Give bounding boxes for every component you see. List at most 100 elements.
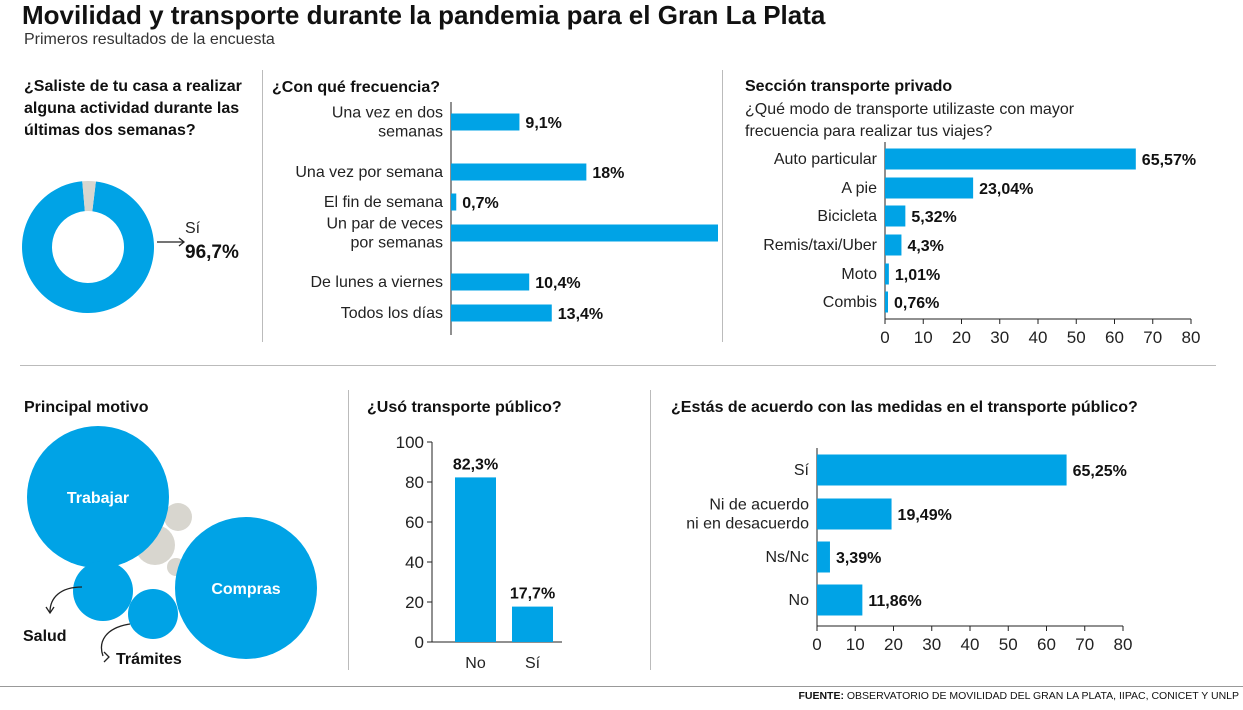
salida-question: ¿Saliste de tu casa a realizar alguna ac…	[24, 78, 242, 139]
divider	[348, 390, 349, 670]
bar	[451, 163, 587, 181]
category-label: por semanas	[351, 235, 444, 252]
x-tick-label: 0	[880, 328, 889, 347]
bar	[885, 263, 889, 285]
bar	[451, 224, 718, 242]
value-label: 4,3%	[907, 238, 943, 255]
value-label: 65,25%	[1073, 463, 1127, 480]
category-label: Todos los días	[341, 305, 443, 322]
acuerdo-chart: 0 10 20 30 40 50 60 70 80 Sí 65,25% Ni de acuerdo ni…	[686, 448, 1133, 654]
divider	[0, 686, 1243, 687]
category-label: Ni de acuerdo	[709, 497, 809, 514]
x-tick-label: 60	[1105, 328, 1124, 347]
motivo-bubble-chart: Trabajar Compras Salud Trámites	[23, 426, 317, 668]
salida-donut-chart: Sí 96,7%	[22, 180, 239, 313]
salud-pointer-head	[45, 606, 55, 615]
divider	[262, 70, 263, 342]
x-tick-label: 70	[1075, 635, 1094, 654]
value-label: 13,4%	[558, 306, 603, 323]
otros-bubble	[164, 503, 192, 531]
bar	[451, 193, 457, 211]
category-label: Una vez por semana	[295, 164, 443, 181]
y-tick-label: 100	[396, 433, 424, 452]
category-label: ni en desacuerdo	[686, 516, 809, 533]
tramites-pointer-head	[103, 651, 110, 663]
category-label: Remis/taxi/Uber	[763, 237, 877, 254]
value-label: 0,76%	[894, 295, 939, 312]
bar	[885, 205, 906, 227]
value-label: 10,4%	[535, 275, 580, 292]
value-label: 18%	[592, 165, 624, 182]
bar	[817, 584, 863, 616]
category-label: No	[465, 655, 486, 672]
compras-bubble	[175, 517, 317, 659]
x-tick-label: 30	[922, 635, 941, 654]
value-label: 17,7%	[510, 586, 555, 603]
bar	[885, 148, 1136, 170]
bar	[451, 273, 530, 291]
salida-pointer-head	[178, 237, 186, 247]
category-label: Un par de veces	[326, 216, 443, 233]
frecuencia-chart: ¿Con qué frecuencia? Una vez en dos seman…	[272, 79, 718, 335]
x-tick-label: 50	[1067, 328, 1086, 347]
bar	[885, 177, 974, 199]
trabajar-label: Trabajar	[67, 490, 129, 507]
x-tick-label: 30	[990, 328, 1009, 347]
category-label: Ns/Nc	[765, 549, 809, 566]
category-label: Una vez en dos	[332, 105, 443, 122]
source-text: OBSERVATORIO DE MOVILIDAD DEL GRAN LA PL…	[843, 690, 1239, 702]
category-label: De lunes a viernes	[310, 274, 443, 291]
y-tick-label: 80	[405, 473, 424, 492]
x-tick-label: 40	[961, 635, 980, 654]
x-tick-label: 60	[1037, 635, 1056, 654]
x-tick-label: 10	[846, 635, 865, 654]
tramites-bubble	[128, 589, 178, 639]
salida-yes-label: Sí	[185, 220, 201, 237]
category-label: Auto particular	[774, 151, 878, 168]
x-tick-label: 40	[1029, 328, 1048, 347]
source-label: FUENTE:	[798, 690, 844, 702]
category-label: A pie	[841, 180, 877, 197]
x-tick-label: 0	[812, 635, 821, 654]
bar	[455, 477, 496, 642]
bar	[885, 291, 888, 313]
divider	[650, 390, 651, 670]
bar	[885, 234, 902, 256]
source-note: FUENTE: OBSERVATORIO DE MOVILIDAD DEL GR…	[798, 690, 1239, 702]
x-tick-label: 80	[1114, 635, 1133, 654]
value-label: 0,7%	[462, 195, 498, 212]
x-tick-label: 20	[952, 328, 971, 347]
tramites-pointer	[100, 623, 131, 657]
category-label: Sí	[794, 462, 810, 479]
bar	[817, 454, 1067, 486]
x-tick-label: 50	[999, 635, 1018, 654]
page-title: Movilidad y transporte durante la pandem…	[22, 0, 826, 30]
publico-question: ¿Usó transporte público?	[367, 399, 562, 416]
category-label: semanas	[378, 124, 443, 141]
privado-question: ¿Qué modo de transporte utilizaste con m…	[745, 101, 1075, 140]
page-subtitle: Primeros resultados de la encuesta	[24, 31, 275, 48]
bar	[451, 304, 552, 322]
value-label: 23,04%	[979, 181, 1033, 198]
value-label: 1,01%	[895, 267, 940, 284]
category-label: Moto	[841, 266, 877, 283]
bar	[817, 498, 892, 530]
salida-yes-value: 96,7%	[185, 242, 239, 263]
category-label: Combis	[823, 294, 877, 311]
y-tick-label: 40	[405, 553, 424, 572]
value-label: 5,32%	[911, 209, 956, 226]
value-label: 11,86%	[868, 593, 921, 610]
acuerdo-question: ¿Estás de acuerdo con las medidas en el …	[671, 399, 1138, 416]
donut-slice-si	[22, 181, 155, 313]
category-label: No	[789, 592, 810, 609]
motivo-question: Principal motivo	[24, 399, 149, 416]
value-label: 82,3%	[453, 456, 498, 473]
value-label: 9,1%	[525, 115, 561, 132]
y-tick-label: 0	[415, 633, 424, 652]
y-tick-label: 60	[405, 513, 424, 532]
privado-section-title: Sección transporte privado	[745, 78, 953, 95]
x-tick-label: 80	[1182, 328, 1201, 347]
y-tick-label: 20	[405, 593, 424, 612]
salud-pointer	[49, 586, 83, 613]
publico-chart: 0 20 40 60 80 100 82,3% No 17,7% Sí	[396, 433, 562, 672]
